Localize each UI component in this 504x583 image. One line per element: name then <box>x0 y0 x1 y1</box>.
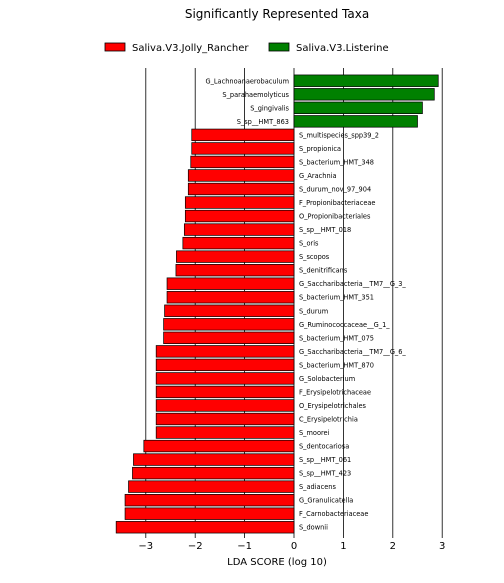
bar-label: S_oris <box>299 240 319 248</box>
chart-legend: Saliva.V3.Jolly_Rancher Saliva.V3.Listeri… <box>104 42 389 54</box>
bar <box>293 74 439 87</box>
bar-label: G_Ruminococcaceae__G_1_ <box>299 321 390 329</box>
x-tick-label: −2 <box>188 541 203 552</box>
bar <box>175 264 295 277</box>
bar-label: S_moorei <box>299 429 330 437</box>
bar <box>133 453 295 466</box>
bar <box>187 169 295 182</box>
x-tick-label: 2 <box>390 541 396 552</box>
bar <box>163 318 295 331</box>
bar-label: G_Granulicatella <box>299 497 353 505</box>
bar-label: S_propionica <box>299 145 341 153</box>
bar <box>293 101 423 114</box>
bar-label: S_bacterium_HMT_075 <box>299 334 374 342</box>
bar <box>124 507 295 520</box>
bar <box>182 236 295 250</box>
bar-label: S_bacterium_HMT_351 <box>299 294 374 302</box>
bar-label: S_bacterium_HMT_870 <box>299 361 374 369</box>
bar-label: S_durum_nov_97_904 <box>299 186 371 194</box>
x-axis-label: LDA SCORE (log 10) <box>227 557 327 568</box>
bar-label: S_sp__HMT_018 <box>299 226 351 234</box>
bar-label: G_Lachnoanaerobaculum <box>205 77 289 85</box>
bar-label: G_Solobacterium <box>299 375 355 383</box>
x-tick-label: 3 <box>439 541 445 552</box>
legend-swatch <box>104 42 126 52</box>
legend-label: Saliva.V3.Listerine <box>296 43 389 54</box>
chart-title: Significantly Represented Taxa <box>185 7 369 21</box>
bar-label: O_Erysipelotrichales <box>299 402 367 410</box>
bar <box>115 521 295 534</box>
bar-label: G_Saccharibacteria__TM7__G_6_ <box>299 348 406 356</box>
bar-label: S_scopos <box>299 253 330 261</box>
bar-label: S_durum <box>299 307 328 315</box>
bar-label: F_Erysipelotrichaceae <box>299 388 371 396</box>
bar <box>166 291 295 304</box>
bar <box>128 480 295 493</box>
bar-label: F_Carnobacteriaceae <box>299 510 368 518</box>
bar-label: F_Propionibacteriaceae <box>299 199 375 207</box>
bar <box>191 142 295 155</box>
bar <box>164 304 295 317</box>
bar <box>183 223 295 236</box>
bar <box>293 115 418 128</box>
bar-labels: G_Lachnoanaerobaculum S_parahaemolyticus S… <box>205 77 406 531</box>
bar-label: S_adiacens <box>299 483 336 491</box>
bar <box>190 155 295 169</box>
bar <box>184 209 295 223</box>
bar <box>155 345 295 358</box>
bar <box>166 277 295 290</box>
bar <box>143 439 295 453</box>
x-tick-label: 1 <box>340 541 346 552</box>
x-tick-label: −1 <box>237 541 252 552</box>
bar <box>155 385 295 399</box>
x-axis: −3 −2 −1 0 1 2 3 <box>138 534 445 552</box>
bar <box>155 412 295 426</box>
bar-label: S_denitrificans <box>299 267 348 275</box>
legend-swatch <box>268 42 290 52</box>
bar <box>155 426 295 439</box>
bar <box>187 182 295 196</box>
bar <box>132 466 295 480</box>
bar <box>191 128 295 142</box>
bar-label: S_multispecies_spp39_2 <box>299 131 379 139</box>
bar-label: S_parahaemolyticus <box>222 91 289 99</box>
bar-label: S_bacterium_HMT_348 <box>299 158 374 166</box>
bar <box>293 88 435 101</box>
bar-label: G_Arachnia <box>299 172 337 180</box>
legend-label: Saliva.V3.Jolly_Rancher <box>132 43 249 54</box>
x-tick-label: −3 <box>138 541 153 552</box>
x-tick-label: 0 <box>291 541 297 552</box>
bar-label: G_Saccharibacteria__TM7__G_3_ <box>299 280 406 288</box>
bar <box>155 399 295 412</box>
bar <box>155 372 295 385</box>
bar-label: S_sp__HMT_061 <box>299 456 351 464</box>
bar <box>124 494 295 507</box>
bar <box>163 331 295 344</box>
bar <box>184 196 295 209</box>
bar-label: C_Erysipelotrichia <box>299 416 358 424</box>
bar-label: S_sp__HMT_863 <box>237 118 289 126</box>
bar-label: S_downii <box>299 524 328 532</box>
bar <box>176 250 295 263</box>
bar-label: S_sp__HMT_423 <box>299 470 351 478</box>
bar-label: O_Propionibacteriales <box>299 213 371 221</box>
bar-series <box>115 74 439 534</box>
bar <box>155 358 295 372</box>
bar-label: S_gingivalis <box>250 104 289 112</box>
bar-label: S_dentocariosa <box>299 443 349 451</box>
